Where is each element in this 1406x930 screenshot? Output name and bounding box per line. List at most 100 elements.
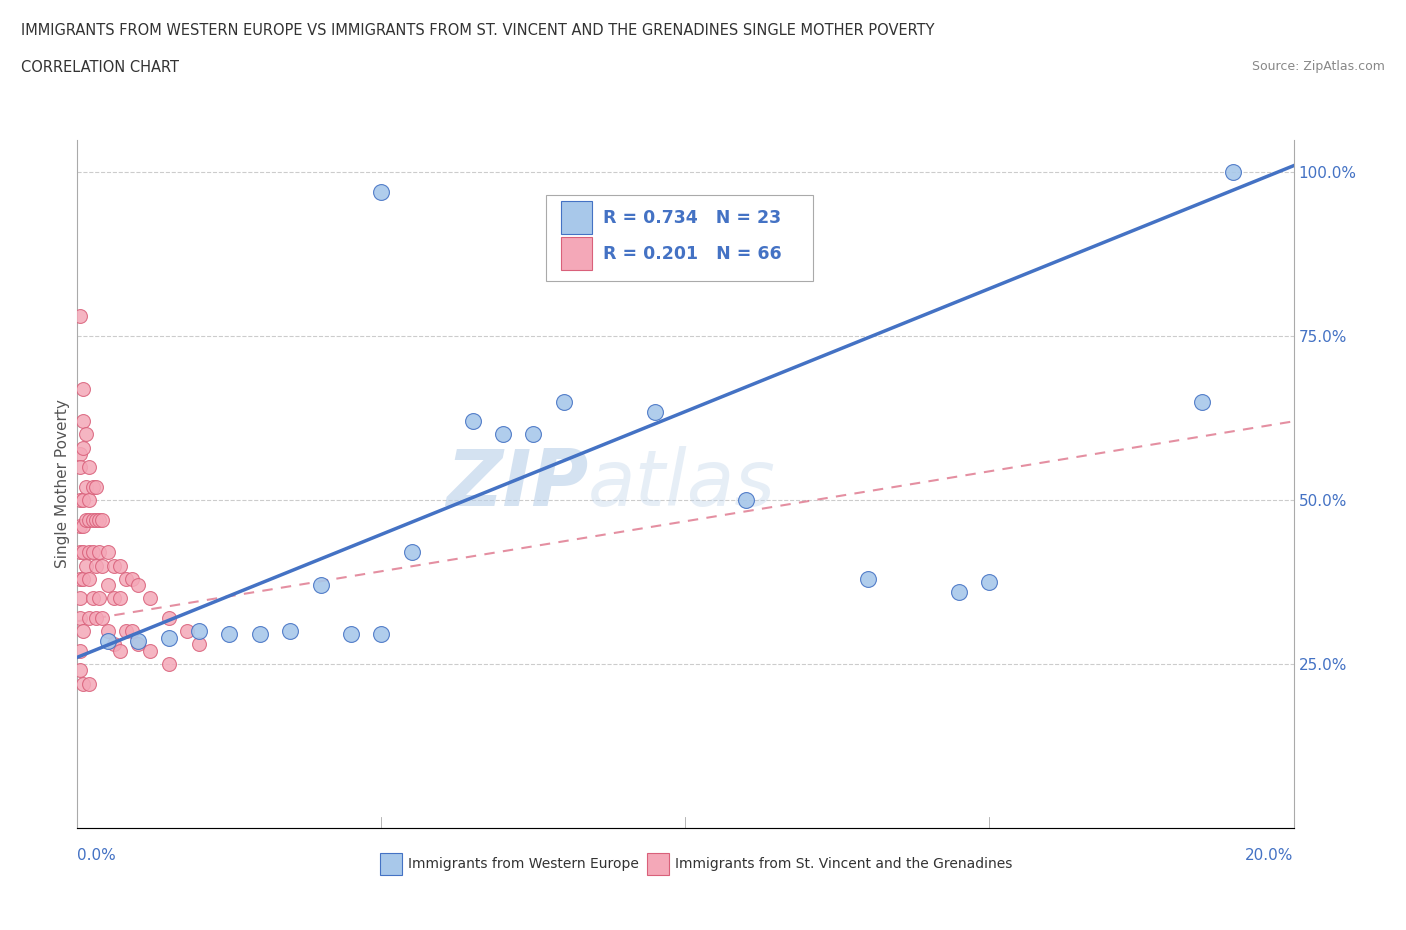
- Point: [309, 578, 332, 592]
- Point: [278, 624, 301, 639]
- Point: [69, 571, 91, 586]
- Point: [79, 610, 101, 625]
- Point: [84, 610, 107, 625]
- Point: [79, 676, 101, 691]
- Point: [979, 575, 1001, 590]
- Point: [644, 404, 666, 418]
- Point: [401, 545, 423, 560]
- Text: atlas: atlas: [588, 445, 776, 522]
- Point: [72, 381, 94, 396]
- Point: [87, 591, 110, 605]
- Point: [69, 610, 91, 625]
- Point: [115, 571, 138, 586]
- Point: [90, 512, 112, 527]
- Point: [522, 427, 544, 442]
- FancyBboxPatch shape: [546, 194, 813, 281]
- Point: [492, 427, 515, 442]
- Point: [121, 624, 143, 639]
- Point: [103, 591, 125, 605]
- Point: [82, 591, 104, 605]
- Point: [69, 591, 91, 605]
- Text: Immigrants from St. Vincent and the Grenadines: Immigrants from St. Vincent and the Gren…: [675, 857, 1012, 871]
- Point: [108, 558, 131, 573]
- Point: [79, 545, 101, 560]
- Point: [79, 512, 101, 527]
- Point: [856, 571, 879, 586]
- Point: [69, 644, 91, 658]
- Point: [103, 637, 125, 652]
- Point: [370, 184, 392, 199]
- Point: [90, 558, 112, 573]
- Point: [370, 627, 392, 642]
- Point: [79, 459, 101, 474]
- Point: [69, 545, 91, 560]
- Point: [218, 627, 240, 642]
- Point: [108, 644, 131, 658]
- Point: [87, 545, 110, 560]
- Point: [97, 545, 120, 560]
- Text: CORRELATION CHART: CORRELATION CHART: [21, 60, 179, 75]
- Point: [735, 493, 758, 508]
- Point: [69, 519, 91, 534]
- Text: 0.0%: 0.0%: [77, 848, 117, 863]
- Point: [139, 644, 162, 658]
- Point: [72, 440, 94, 455]
- Point: [461, 414, 484, 429]
- Point: [72, 676, 94, 691]
- Point: [1191, 394, 1213, 409]
- Point: [97, 624, 120, 639]
- Point: [72, 519, 94, 534]
- Point: [127, 633, 149, 648]
- Point: [75, 512, 97, 527]
- Point: [87, 512, 110, 527]
- Point: [69, 663, 91, 678]
- Point: [75, 427, 97, 442]
- Point: [188, 624, 211, 639]
- Point: [90, 610, 112, 625]
- Point: [72, 571, 94, 586]
- Point: [157, 631, 180, 645]
- Text: R = 0.734   N = 23: R = 0.734 N = 23: [603, 209, 780, 227]
- Point: [121, 571, 143, 586]
- Point: [69, 446, 91, 461]
- Text: R = 0.201   N = 66: R = 0.201 N = 66: [603, 245, 782, 263]
- Point: [157, 657, 180, 671]
- Point: [340, 627, 363, 642]
- Point: [157, 610, 180, 625]
- Point: [69, 493, 91, 508]
- Y-axis label: Single Mother Poverty: Single Mother Poverty: [55, 399, 70, 568]
- Point: [115, 624, 138, 639]
- Point: [97, 633, 120, 648]
- Point: [79, 493, 101, 508]
- Text: 20.0%: 20.0%: [1246, 848, 1294, 863]
- Point: [82, 480, 104, 495]
- Point: [79, 571, 101, 586]
- Point: [82, 512, 104, 527]
- Point: [72, 493, 94, 508]
- Point: [249, 627, 271, 642]
- Point: [97, 578, 120, 592]
- Point: [948, 584, 970, 599]
- Text: IMMIGRANTS FROM WESTERN EUROPE VS IMMIGRANTS FROM ST. VINCENT AND THE GRENADINES: IMMIGRANTS FROM WESTERN EUROPE VS IMMIGR…: [21, 23, 935, 38]
- Text: Immigrants from Western Europe: Immigrants from Western Europe: [408, 857, 638, 871]
- Point: [188, 637, 211, 652]
- Point: [108, 591, 131, 605]
- Point: [75, 558, 97, 573]
- Point: [69, 309, 91, 324]
- Text: Source: ZipAtlas.com: Source: ZipAtlas.com: [1251, 60, 1385, 73]
- Point: [72, 624, 94, 639]
- Point: [139, 591, 162, 605]
- Text: ZIP: ZIP: [446, 445, 588, 522]
- Point: [84, 512, 107, 527]
- Point: [1222, 165, 1244, 179]
- Point: [553, 394, 575, 409]
- Bar: [561, 237, 592, 271]
- Point: [84, 558, 107, 573]
- Point: [127, 578, 149, 592]
- Point: [75, 480, 97, 495]
- Point: [103, 558, 125, 573]
- Point: [82, 545, 104, 560]
- Point: [84, 480, 107, 495]
- Point: [69, 459, 91, 474]
- Point: [127, 637, 149, 652]
